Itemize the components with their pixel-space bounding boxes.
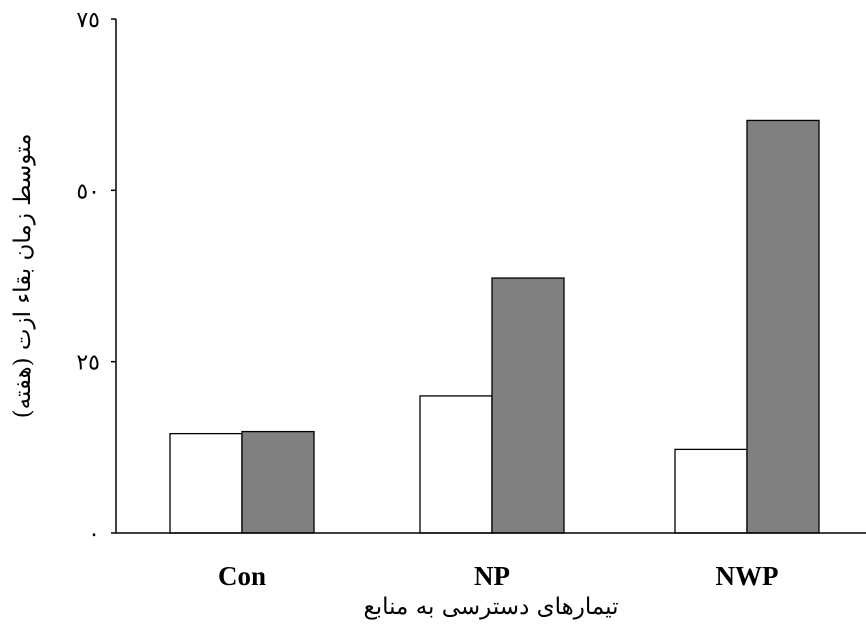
- bars-layer: [169, 119, 820, 534]
- x-tick-label-np: NP: [474, 561, 510, 591]
- bar-con-series-1: [169, 432, 243, 534]
- y-tick-labels: ٠ ٢٥ ٥٠ ٧٥: [76, 8, 100, 547]
- y-tick-label: ٠: [88, 522, 100, 547]
- x-tick-label-con: Con: [218, 561, 266, 591]
- x-tick-label-nwp: NWP: [716, 561, 779, 591]
- x-axis-title: تیمارهای دسترسی به منابع: [363, 594, 618, 620]
- bar-nwp-series-2: [746, 119, 820, 534]
- y-ticks: [111, 18, 116, 534]
- bar-np-series-1: [419, 395, 493, 534]
- y-tick-label: ٥٠: [76, 179, 100, 204]
- y-axis-title: متوسط زمان بقاء ازت (هفته): [10, 134, 36, 419]
- y-tick-label: ٧٥: [76, 8, 100, 33]
- bar-nwp-series-1: [674, 448, 748, 534]
- y-tick-label: ٢٥: [76, 351, 100, 376]
- x-tick-labels: Con NP NWP: [218, 561, 779, 591]
- bar-con-series-2: [241, 430, 315, 534]
- bar-np-series-2: [491, 277, 565, 534]
